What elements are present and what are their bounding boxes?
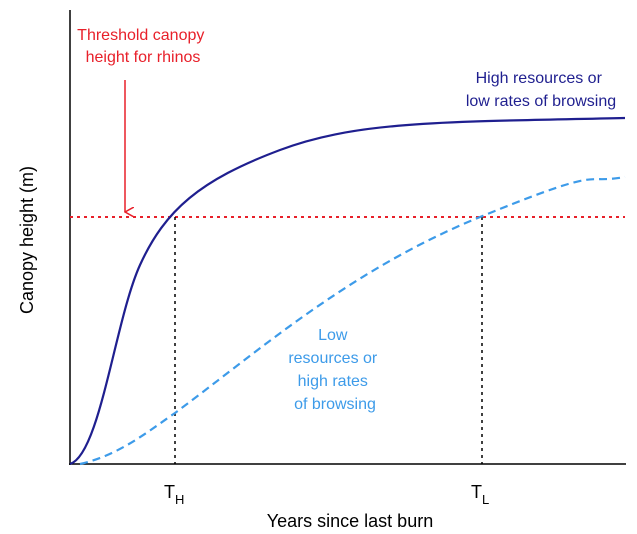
threshold-label: Threshold canopy height for rhinos (77, 27, 209, 66)
x-axis-label: Years since last burn (267, 511, 433, 531)
curve-high (69, 116, 626, 466)
marker-label: TH (164, 482, 184, 507)
marker-label: TL (471, 482, 489, 507)
curve-low (79, 175, 626, 466)
curve-label: High resources or low rates of browsing (466, 70, 616, 110)
y-axis-label: Canopy height (m) (17, 166, 37, 314)
curve-label: Low resources or high rates of browsing (288, 327, 381, 413)
